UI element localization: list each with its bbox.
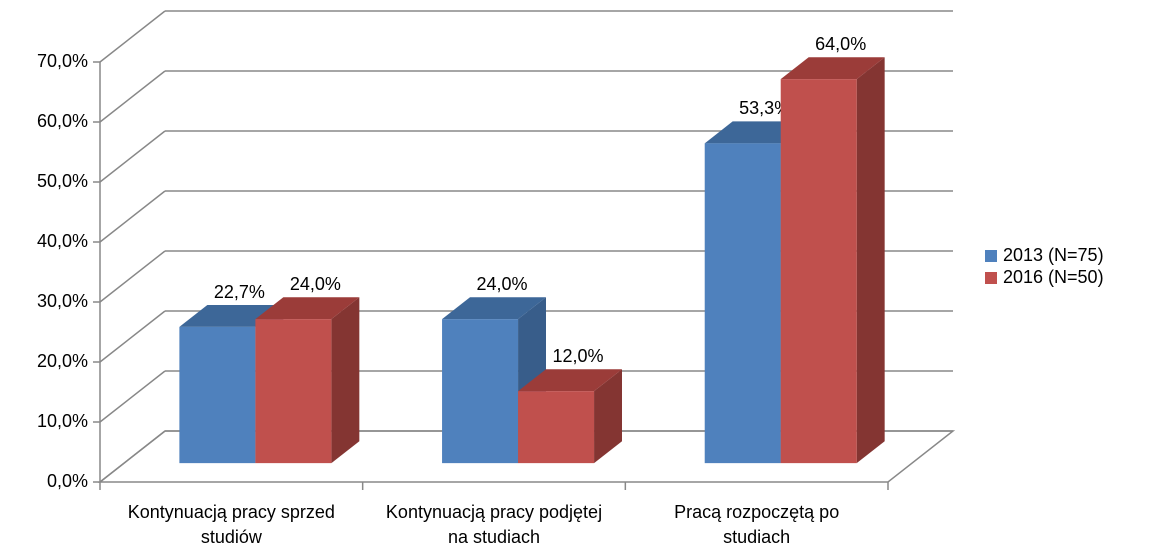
grid-line (99, 250, 166, 303)
bar-top (780, 57, 885, 80)
x-tick-label: Kontynuacją pracy sprzed studiów (127, 502, 335, 547)
bar-side (594, 369, 622, 464)
y-tick-label: 0,0% (47, 471, 88, 491)
legend-label: 2016 (N=50) (1003, 267, 1104, 287)
legend-swatch (985, 272, 997, 284)
y-tick-label: 70,0% (37, 51, 88, 71)
y-tick-label: 30,0% (37, 291, 88, 311)
y-tick-label: 20,0% (37, 351, 88, 371)
bar (442, 319, 519, 464)
legend-label: 2013 (N=75) (1003, 245, 1104, 265)
bar-side (331, 297, 360, 464)
y-tick-label: 50,0% (37, 171, 88, 191)
y-tick-label: 60,0% (37, 111, 88, 131)
data-label: 22,7% (214, 282, 265, 302)
grid-line (99, 130, 166, 183)
y-tick-label: 10,0% (37, 411, 88, 431)
bar-top (518, 369, 622, 392)
data-label: 64,0% (815, 34, 866, 54)
bar (255, 319, 332, 464)
bar-top (442, 297, 546, 320)
bar (518, 391, 595, 464)
grid-line (99, 310, 166, 363)
data-label: 53,3% (739, 98, 790, 118)
data-label: 24,0% (290, 274, 341, 294)
grid-line (99, 430, 166, 483)
grid-line (99, 10, 166, 63)
legend-swatch (985, 250, 997, 262)
bar-side (856, 57, 885, 464)
y-tick-label: 40,0% (37, 231, 88, 251)
bar (780, 79, 857, 464)
data-label: 12,0% (553, 346, 604, 366)
bar (704, 143, 781, 464)
data-label: 24,0% (477, 274, 528, 294)
grid-line (99, 190, 166, 243)
grid-line (99, 70, 166, 123)
grid-line (99, 370, 166, 423)
x-tick-label: Pracą rozpoczętą po studiach (674, 502, 840, 547)
bar (179, 326, 256, 464)
x-tick-label: Kontynuacją pracy podjętej na studiach (385, 502, 603, 547)
bar-top (255, 297, 360, 320)
